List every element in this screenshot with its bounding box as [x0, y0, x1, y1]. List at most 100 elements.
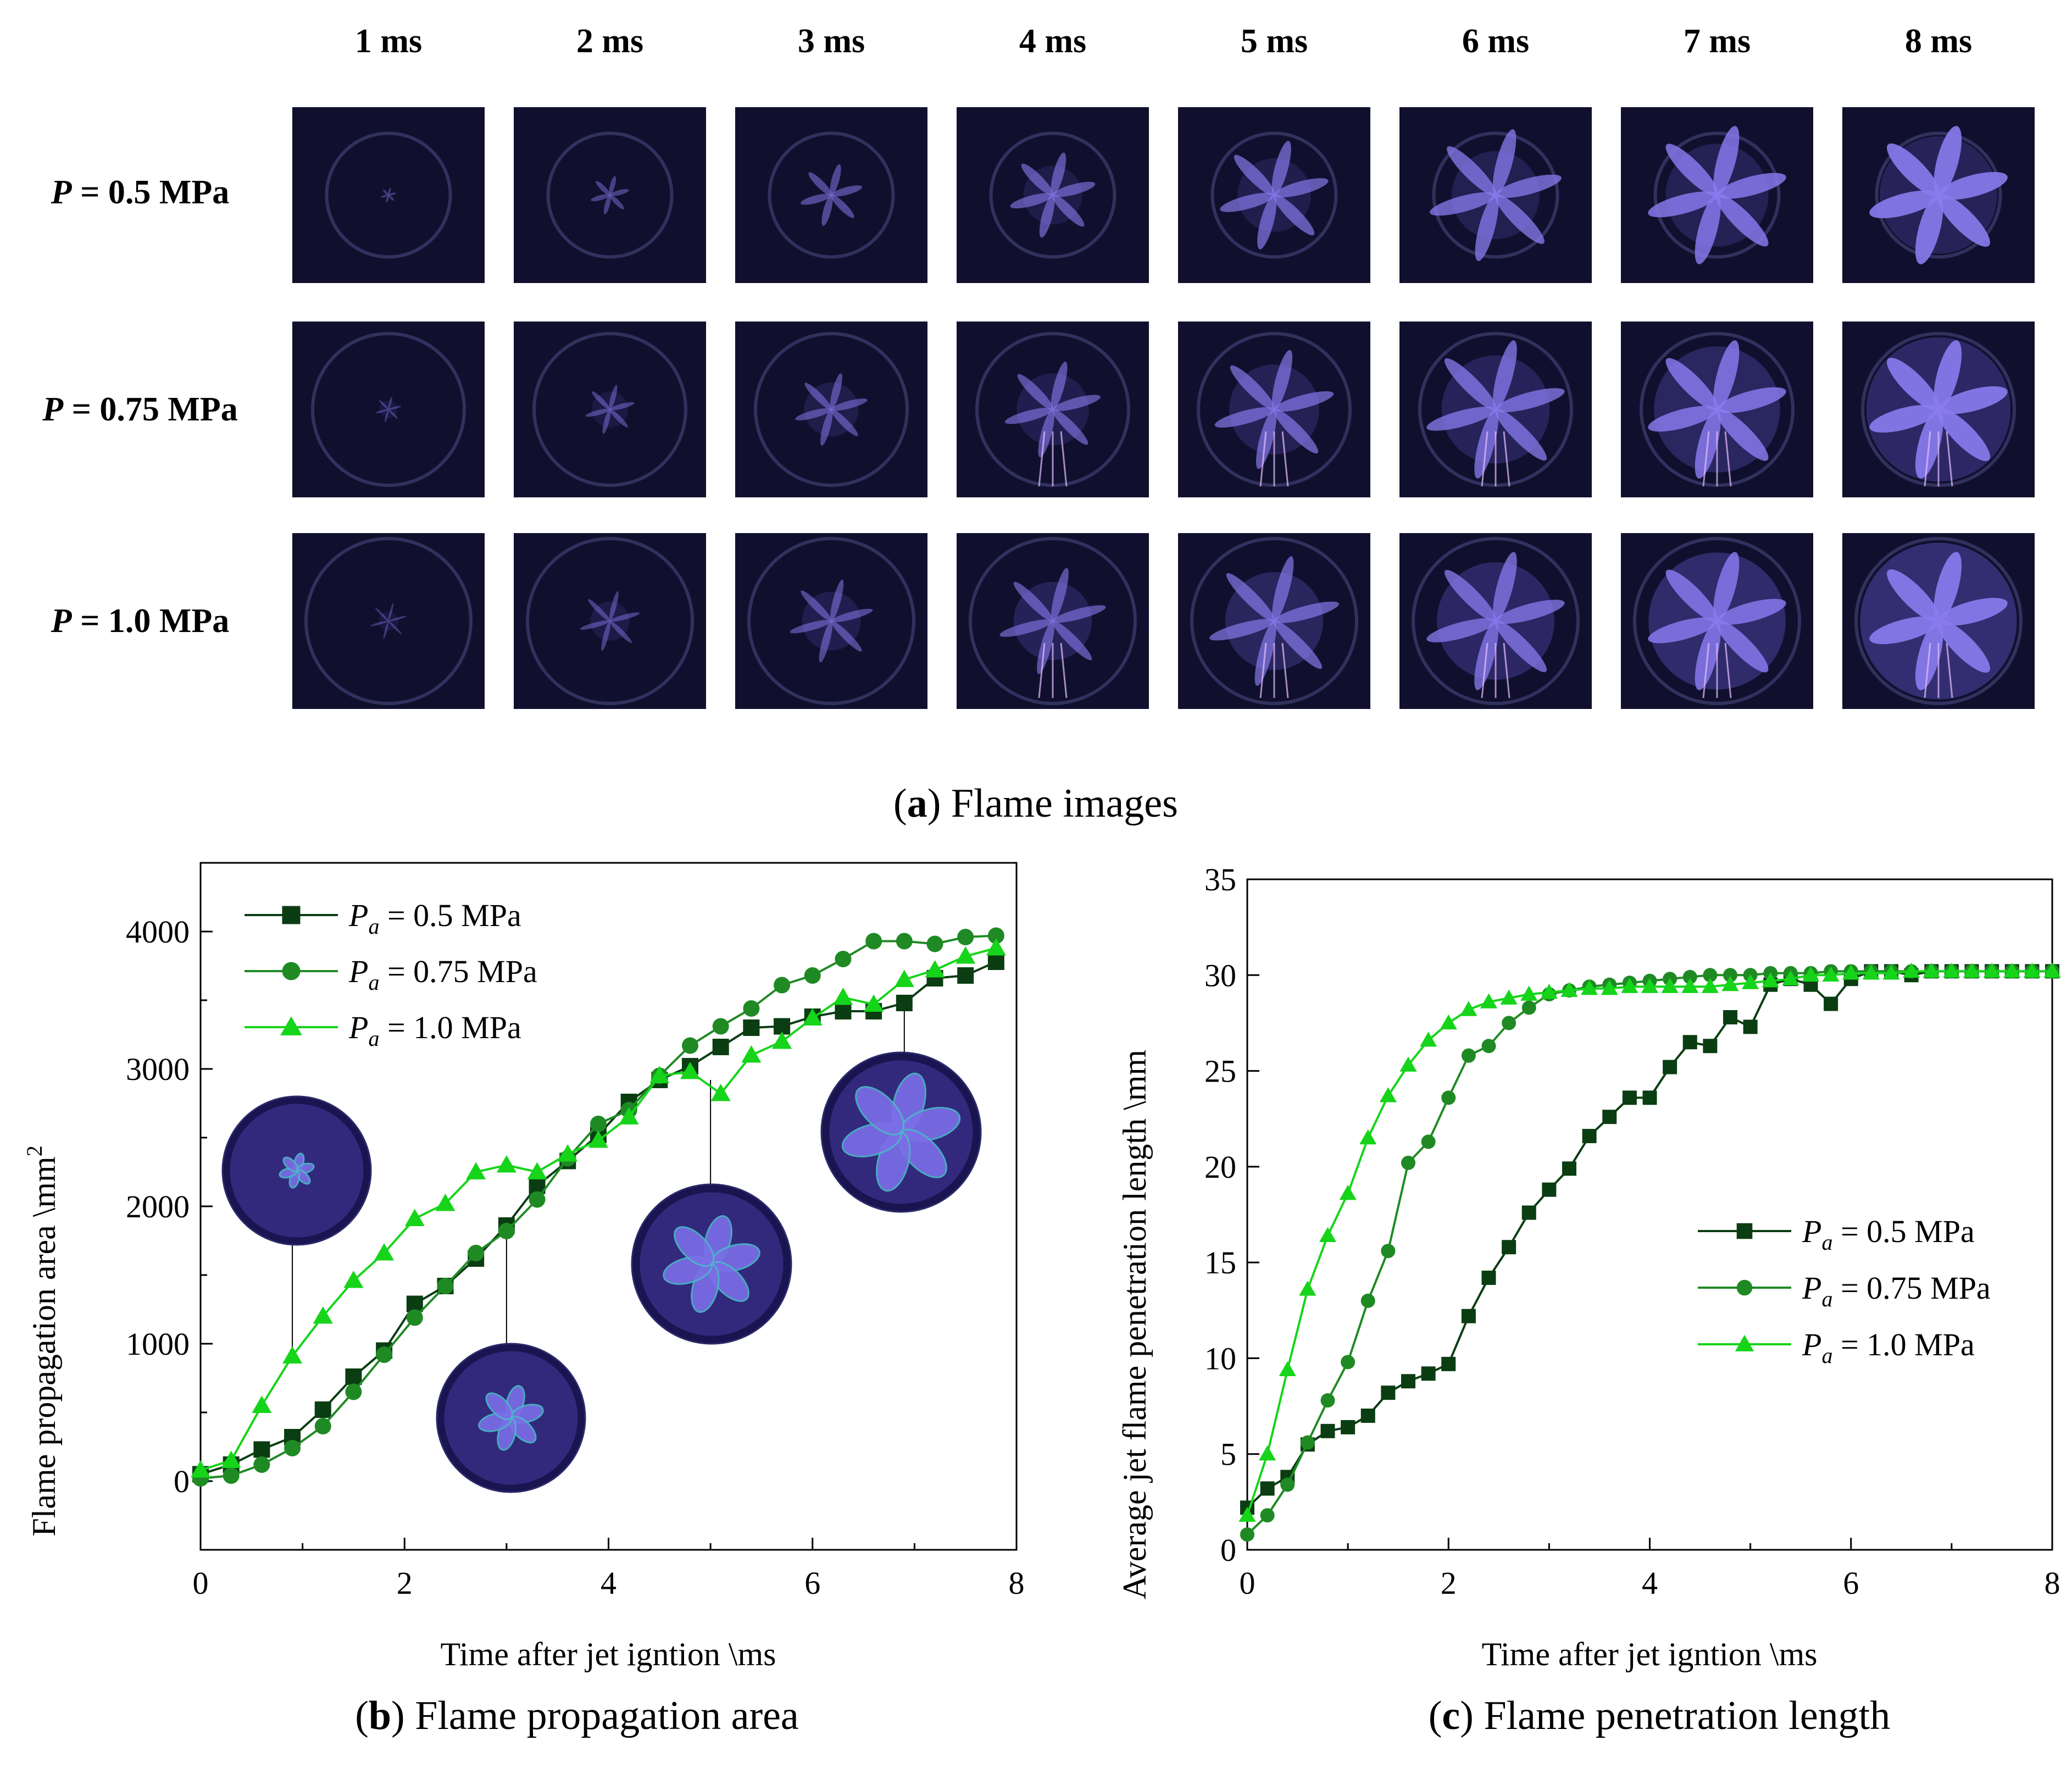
flame-image-tile — [1621, 322, 1813, 497]
y-tick-label: 0 — [174, 1464, 190, 1499]
y-tick-label: 30 — [1204, 957, 1236, 993]
chamber-ring — [768, 131, 895, 259]
circle-marker — [865, 933, 882, 950]
square-marker — [1736, 1223, 1753, 1239]
square-marker — [1663, 1060, 1677, 1074]
jet-arm — [1230, 365, 1275, 410]
inset-jet-arm — [674, 1226, 715, 1267]
jet-arm — [821, 195, 833, 226]
triangle-marker — [1279, 1361, 1296, 1377]
circle-marker — [345, 1383, 362, 1400]
jet-arm — [1713, 340, 1740, 410]
jet-arm — [1271, 141, 1291, 196]
jet-arm — [1869, 404, 1939, 433]
jet-arm — [1271, 350, 1293, 410]
jet-arm — [603, 195, 611, 214]
triangle-marker — [1735, 1334, 1754, 1351]
square-marker — [835, 1003, 852, 1019]
jet-arm — [1004, 407, 1053, 424]
circle-marker — [1736, 1279, 1753, 1296]
jet-arm — [609, 195, 624, 209]
jet-arm — [1937, 619, 1990, 673]
chamber-ring — [1633, 537, 1801, 705]
column-header: 4 ms — [1019, 23, 1087, 60]
triangle-marker — [527, 1162, 547, 1179]
jet-arm — [388, 603, 394, 622]
circle-marker — [1421, 1134, 1436, 1149]
circle-marker — [314, 1418, 331, 1434]
triangle-marker — [1903, 962, 1920, 978]
jet-arm — [1426, 406, 1496, 431]
legend-entry: Pa = 0.75 MPa — [1802, 1270, 1991, 1311]
flame-image-tile — [1842, 322, 2035, 497]
flame-glow — [379, 400, 398, 419]
jet-arm — [609, 591, 619, 622]
flame-image-tile — [1178, 322, 1370, 497]
jet-arm — [386, 195, 389, 203]
jet-arm — [1665, 143, 1718, 196]
square-marker — [1743, 1019, 1758, 1034]
jet-arm — [1010, 193, 1053, 209]
chamber-ring — [754, 332, 909, 487]
jet-arm — [1052, 605, 1106, 623]
bright-streak — [1724, 642, 1732, 699]
triangle-marker — [1500, 989, 1518, 1005]
triangle-marker — [191, 1460, 210, 1478]
x-axis-label: Time after jet igntion \ms — [440, 1636, 776, 1672]
circle-marker — [406, 1309, 423, 1326]
triangle-marker — [1339, 1185, 1357, 1200]
triangle-marker — [1983, 962, 2001, 978]
square-marker — [1421, 1366, 1436, 1381]
triangle-marker — [833, 988, 853, 1005]
circle-marker — [253, 1456, 270, 1473]
flame-image-tile — [1842, 107, 2035, 283]
jet-arm — [592, 391, 610, 410]
flame-image-tile — [514, 107, 706, 283]
square-marker — [987, 954, 1004, 970]
triangle-marker — [1520, 985, 1538, 1001]
triangle-marker — [710, 1084, 731, 1101]
jet-arm — [1887, 569, 1940, 623]
triangle-marker — [1742, 974, 1759, 989]
y-tick-label: 35 — [1204, 862, 1236, 897]
circle-marker — [1723, 968, 1737, 983]
x-tick-label: 6 — [1843, 1565, 1859, 1601]
triangle-marker — [1762, 972, 1779, 988]
chamber-ring — [526, 537, 694, 705]
circle-marker — [1703, 968, 1718, 983]
circle-marker — [282, 962, 301, 980]
triangle-marker — [1440, 1014, 1457, 1030]
flame-image-tile — [1842, 533, 2035, 709]
flame-image-tile — [735, 322, 927, 497]
circle-marker — [1240, 1527, 1254, 1542]
bright-streak — [1924, 642, 1931, 699]
triangle-marker — [1802, 966, 1820, 982]
jet-arm — [1274, 178, 1329, 198]
jet-arm — [588, 599, 610, 622]
caption-b: (b) Flame propagation area — [355, 1693, 799, 1738]
bright-streak — [1281, 642, 1289, 699]
circle-marker — [987, 927, 1004, 944]
triangle-marker — [1460, 1001, 1477, 1016]
jet-arm — [804, 383, 832, 410]
circle-marker — [1461, 1048, 1476, 1063]
jet-arm — [830, 579, 844, 622]
triangle-marker — [1621, 978, 1638, 993]
flame-image-tile — [1399, 533, 1592, 709]
circle-marker — [835, 951, 852, 967]
jet-arm — [1274, 409, 1319, 454]
triangle-marker — [496, 1155, 516, 1173]
column-header: 7 ms — [1683, 23, 1751, 60]
jet-arm — [1234, 154, 1275, 196]
y-tick-label: 25 — [1204, 1054, 1236, 1089]
jet-arm — [1716, 620, 1769, 673]
jet-arm — [831, 185, 863, 197]
triangle-marker — [1399, 1056, 1417, 1072]
tile-background — [514, 533, 706, 709]
jet-arm — [1430, 192, 1496, 216]
jet-arm — [1220, 192, 1275, 212]
triangle-marker — [404, 1209, 425, 1226]
jet-arm — [1937, 408, 1990, 461]
y-tick-label: 3000 — [126, 1051, 190, 1087]
bright-streak — [1259, 431, 1267, 487]
